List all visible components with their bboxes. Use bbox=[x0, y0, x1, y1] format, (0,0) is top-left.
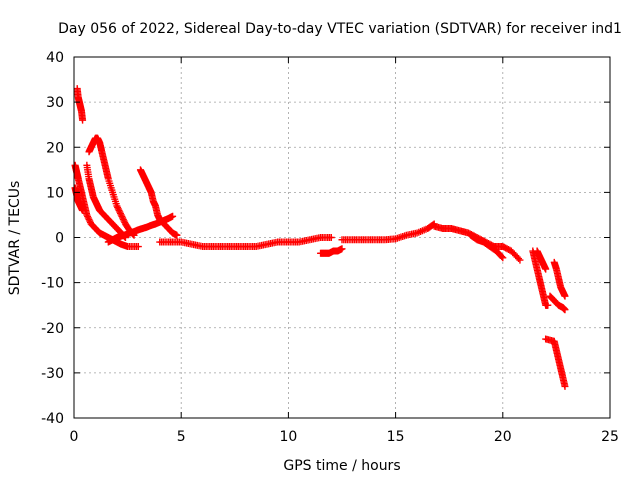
x-axis-label: GPS time / hours bbox=[283, 458, 400, 474]
series-arc-l bbox=[467, 231, 507, 262]
chart-title: Day 056 of 2022, Sidereal Day-to-day VTE… bbox=[58, 21, 622, 37]
series-arc-h bbox=[156, 234, 335, 251]
y-tick-label: -20 bbox=[41, 321, 64, 337]
x-tick-label: 25 bbox=[601, 429, 619, 445]
series-arc-i bbox=[317, 245, 346, 257]
y-tick-label: 20 bbox=[46, 140, 64, 156]
grid bbox=[74, 57, 610, 418]
y-tick-label: -10 bbox=[41, 276, 64, 292]
data-point bbox=[542, 265, 550, 273]
y-axis-label: SDTVAR / TECUs bbox=[7, 181, 23, 296]
x-tick-label: 5 bbox=[177, 429, 186, 445]
series-arc-p bbox=[546, 292, 569, 314]
x-tick-label: 15 bbox=[387, 429, 405, 445]
data-point bbox=[327, 234, 335, 241]
series-arc-m bbox=[529, 247, 552, 309]
y-tick-label: -30 bbox=[41, 366, 64, 382]
data-point bbox=[173, 231, 181, 239]
x-tick-label: 0 bbox=[70, 429, 79, 445]
data-point bbox=[515, 255, 523, 263]
series-arc-c bbox=[71, 184, 87, 214]
y-tick-label: 10 bbox=[46, 185, 64, 201]
series-arc-j bbox=[338, 220, 438, 244]
series-arc-e bbox=[83, 161, 129, 241]
y-tick-label: 30 bbox=[46, 95, 64, 111]
data-point bbox=[561, 292, 569, 300]
series-arc-q bbox=[542, 335, 569, 390]
data-point bbox=[79, 206, 87, 214]
axis-ticks: 0 5 10 15 20 25 -40 -30 -20 -10 0 10 20 30 40 bbox=[41, 50, 619, 445]
y-tick-label: 0 bbox=[55, 231, 64, 247]
data-marks bbox=[71, 85, 569, 390]
data-point bbox=[134, 243, 142, 251]
series-arc-a bbox=[73, 85, 87, 124]
series-arc-g bbox=[104, 212, 177, 246]
series-arc-o bbox=[550, 258, 569, 300]
data-point bbox=[516, 256, 524, 264]
data-point bbox=[498, 253, 506, 261]
data-point bbox=[561, 306, 569, 314]
x-tick-label: 20 bbox=[494, 429, 512, 445]
data-point bbox=[79, 116, 87, 124]
x-tick-label: 10 bbox=[279, 429, 297, 445]
data-point bbox=[338, 245, 346, 253]
data-point bbox=[169, 212, 177, 220]
y-tick-label: -40 bbox=[41, 411, 64, 427]
data-point bbox=[544, 301, 552, 309]
data-point bbox=[561, 382, 569, 390]
series-arc-n bbox=[533, 247, 550, 273]
y-tick-label: 40 bbox=[46, 50, 64, 66]
series-arc-d bbox=[85, 134, 138, 239]
data-point bbox=[499, 254, 507, 262]
